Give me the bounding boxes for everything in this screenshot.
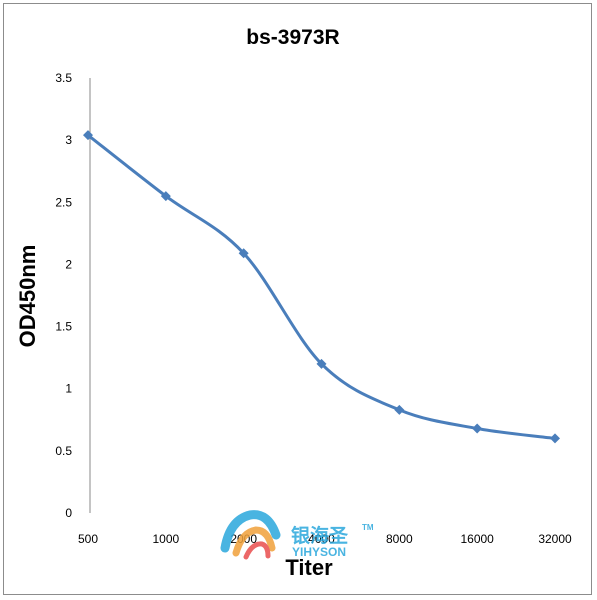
chart-title: bs-3973R (246, 26, 339, 49)
data-point-marker (472, 423, 483, 434)
y-tick-label: 3.5 (55, 71, 72, 85)
x-tick-label: 8000 (386, 532, 413, 546)
chart-frame (3, 3, 592, 595)
series-line (87, 133, 556, 440)
brand-name-en: YIHYSON (292, 545, 346, 559)
x-tick-label: 1000 (152, 532, 179, 546)
y-tick-label: 2.5 (55, 195, 72, 209)
x-tick-label: 32000 (538, 532, 572, 546)
brand-name-cn: 银海圣 (291, 524, 349, 547)
series-group (83, 130, 560, 444)
y-axis-title: OD450nm (15, 245, 40, 348)
data-point-marker (160, 191, 171, 202)
y-tick-label: 1.5 (55, 320, 72, 334)
data-point-marker (83, 130, 93, 141)
data-point-marker (550, 433, 560, 444)
brand-trademark: TM (362, 523, 374, 532)
y-tick-label: 3 (65, 133, 72, 147)
watermark-logo: 银海圣 TM YIHYSON (220, 510, 374, 560)
y-tick-label: 0.5 (55, 444, 72, 458)
data-point-marker (394, 404, 405, 415)
data-point-marker (238, 248, 249, 259)
x-tick-label: 4000 (308, 532, 335, 546)
data-point-marker (316, 358, 327, 369)
x-axis-title: Titer (285, 555, 333, 580)
x-tick-label: 500 (78, 532, 98, 546)
y-tick-label: 1 (65, 382, 72, 396)
y-tick-label: 0 (65, 506, 72, 520)
y-tick-label: 2 (65, 257, 72, 271)
brand-logo-icon (220, 510, 281, 560)
y-tick-labels: 0 0.5 1 1.5 2 2.5 3 3.5 (55, 71, 72, 520)
x-tick-label: 16000 (460, 532, 494, 546)
